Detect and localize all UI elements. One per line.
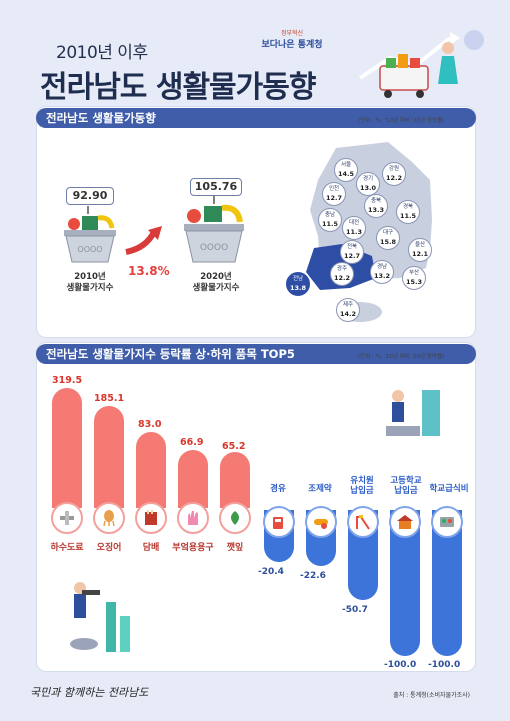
slide-icon — [347, 506, 379, 538]
down-value-3: -50.7 — [342, 605, 368, 615]
down-label-4: 고등학교 납입금 — [390, 476, 422, 496]
region-badge: 경북 11.5 — [396, 200, 420, 224]
region-badge: 경남 13.2 — [370, 260, 394, 284]
basket-2020-icon: OOOO — [184, 196, 244, 263]
index-2020-label: 생활물가지수 — [192, 283, 240, 293]
page-title: 전라남도 생활물가동향 — [40, 70, 316, 105]
section2-title: 전라남도 생활물가지수 등락률 상·하위 품목 TOP5 — [46, 347, 295, 361]
glove-icon — [177, 502, 209, 534]
up-bar-3 — [136, 432, 166, 508]
region-badge-jeonnam: 전남 13.8 — [286, 272, 310, 296]
up-label-5: 깻잎 — [226, 543, 244, 553]
region-badge: 경기 13.0 — [356, 172, 380, 196]
up-label-3: 담배 — [142, 543, 160, 553]
region-badge: 전북 12.7 — [340, 240, 364, 264]
pipe-icon — [51, 502, 83, 534]
down-label-2: 조제약 — [308, 484, 332, 494]
down-label-5: 학교급식비 — [429, 484, 469, 494]
down-label-1: 경유 — [270, 484, 286, 494]
section1-header: 전라남도 생활물가동향 — [36, 108, 476, 128]
pill-icon — [305, 506, 337, 538]
up-value-3: 83.0 — [138, 419, 162, 430]
up-value-1: 319.5 — [52, 375, 83, 386]
region-badge: 충남 11.5 — [318, 208, 342, 232]
cpi-change-rate: 13.8% — [128, 264, 170, 278]
up-value-5: 65.2 — [222, 441, 246, 452]
down-value-2: -22.6 — [300, 571, 326, 581]
region-badge: 강원 12.2 — [382, 162, 406, 186]
section1-unit: (단위 : %, '10년 대비 '20년 상승률) — [358, 118, 445, 124]
svg-text:OOOO: OOOO — [200, 243, 228, 253]
up-label-4: 부엌용용구 — [172, 543, 214, 553]
up-value-2: 185.1 — [94, 393, 125, 404]
down-value-4: -100.0 — [384, 660, 417, 670]
up-value-4: 66.9 — [180, 437, 204, 448]
index-2010-value: 92.90 — [66, 187, 114, 205]
up-bar-1 — [52, 388, 82, 508]
index-2010-year: 2010년 — [74, 272, 106, 282]
region-badge: 서울 14.5 — [334, 158, 358, 182]
up-bar-2 — [94, 406, 124, 508]
section2-header: 전라남도 생활물가지수 등락률 상·하위 품목 TOP5 — [36, 344, 476, 364]
businessman-illustration — [386, 390, 440, 436]
down-value-5: -100.0 — [428, 660, 461, 670]
up-label-2: 오징어 — [96, 543, 122, 553]
region-badge: 대전 11.3 — [342, 216, 366, 240]
svg-text:OOOO: OOOO — [77, 245, 102, 254]
region-badge: 대구 15.8 — [376, 226, 400, 250]
telescope-man-illustration — [70, 582, 130, 652]
region-badge: 광주 12.2 — [330, 262, 354, 286]
source-note: 출처 : 통계청(소비자물가조사) — [393, 692, 470, 699]
shopping-illustration — [358, 30, 484, 98]
squid-icon — [93, 502, 125, 534]
brand-sub-text: 정부혁신 — [280, 30, 304, 37]
region-badge: 부산 15.3 — [402, 266, 426, 290]
index-2020-value: 105.76 — [190, 178, 242, 196]
basket-2010-icon: OOOO — [64, 206, 116, 263]
meal-tray-icon — [431, 506, 463, 538]
increase-arrow-icon — [125, 226, 162, 255]
up-label-1: 하수도료 — [50, 543, 84, 553]
school-icon — [389, 506, 421, 538]
up-bar-4 — [178, 450, 208, 508]
region-badge: 인천 12.7 — [322, 182, 346, 206]
region-badge: 충북 13.3 — [364, 194, 388, 218]
section2-unit: (단위 : %, '10년 대비 '20년 등락률) — [358, 354, 445, 360]
brand-logo: 정부혁신 보다나은 통계청 — [256, 28, 328, 50]
index-2010-label: 생활물가지수 — [66, 283, 114, 293]
section1-title: 전라남도 생활물가동향 — [46, 111, 156, 125]
perilla-leaf-icon — [219, 502, 251, 534]
up-bar-5 — [220, 452, 250, 508]
down-value-1: -20.4 — [258, 567, 284, 577]
region-badge: 울산 12.1 — [408, 238, 432, 262]
fuel-icon — [263, 506, 295, 538]
cigarette-icon — [135, 502, 167, 534]
signature: 국민과 함께하는 전라남도 — [30, 686, 149, 699]
brand-main-text: 보다나은 통계청 — [261, 40, 323, 50]
index-2020-year: 2020년 — [200, 272, 232, 282]
page-subtitle: 2010년 이후 — [56, 43, 148, 63]
region-badge: 제주 14.2 — [336, 298, 360, 322]
down-label-3: 유치원 납입금 — [350, 476, 374, 496]
korea-map — [306, 142, 432, 322]
